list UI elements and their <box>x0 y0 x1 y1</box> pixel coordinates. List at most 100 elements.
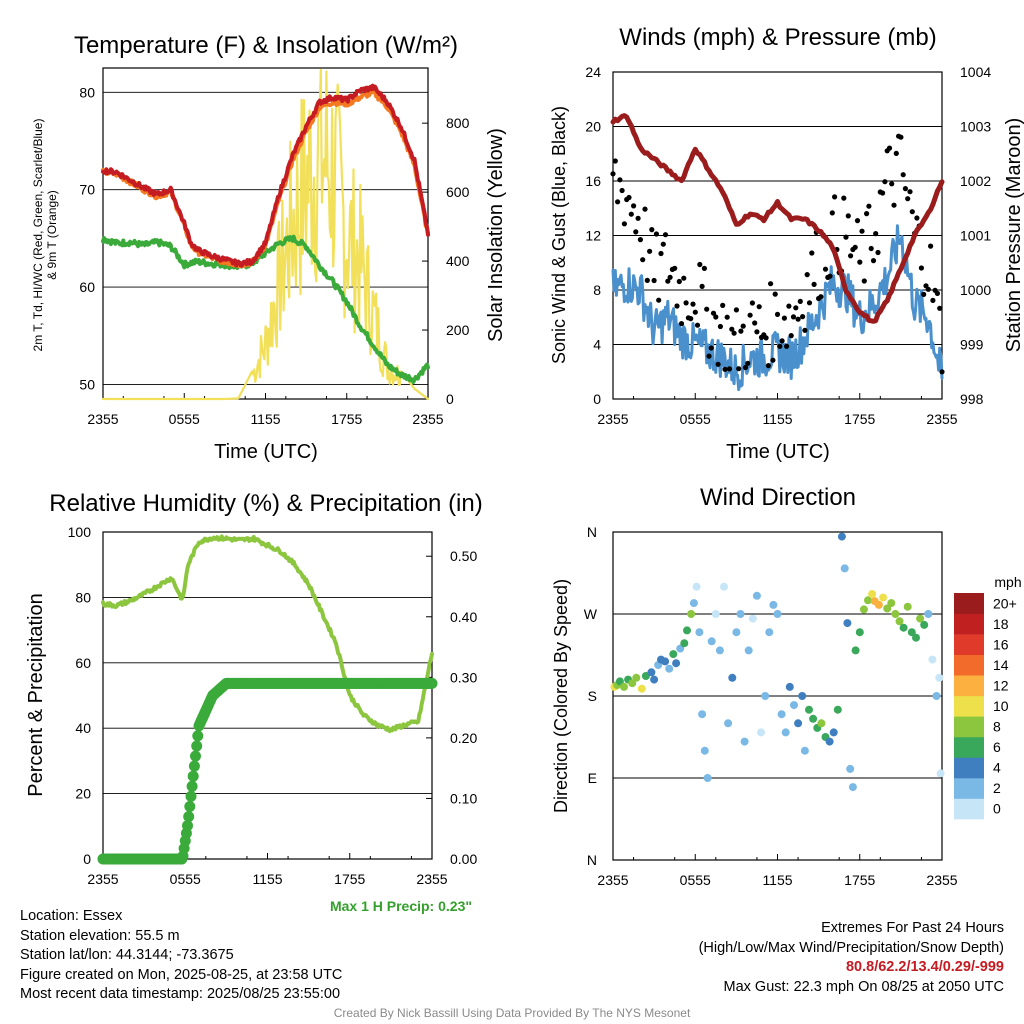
direction-point <box>800 746 809 755</box>
gust-point <box>731 330 737 336</box>
colorbar-swatch <box>954 593 984 614</box>
gust-point <box>909 209 915 215</box>
precip-point <box>183 811 195 823</box>
direction-point <box>817 719 826 728</box>
direction-point <box>924 610 933 618</box>
rh-xtick-label: 2355 <box>416 871 447 887</box>
rh-y2tick-label: 0.00 <box>450 851 477 867</box>
wind-xtick-label: 2355 <box>597 411 628 427</box>
direction-point <box>868 590 877 598</box>
direction-point <box>851 646 860 655</box>
temp-ylabel-line1: 2m T, Td, HI/WC (Red, Green, Scarlet/Blu… <box>31 119 45 352</box>
direction-point <box>773 610 782 618</box>
direction-point <box>728 673 737 682</box>
rh-panel-title: Relative Humidity (%) & Precipitation (i… <box>49 490 482 517</box>
rh-y2tick-label: 0.30 <box>450 669 477 685</box>
gust-point <box>697 261 703 268</box>
station-latlon: Station lat/lon: 44.3144; -73.3675 <box>20 947 234 963</box>
colorbar-label: 16 <box>993 636 1009 652</box>
dir-xtick-label: 2355 <box>597 872 628 888</box>
gust-point <box>934 290 941 296</box>
gust-point <box>784 343 790 349</box>
dir-ytick-label: E <box>588 770 597 786</box>
precip-point <box>186 780 198 792</box>
rh-xtick-label: 1155 <box>252 871 282 887</box>
solar-insolation-line <box>101 68 430 401</box>
station-pressure-line <box>610 113 945 324</box>
gust-point <box>930 297 936 303</box>
colorbar-label: 2 <box>993 780 1001 796</box>
wind-ytick-label: 20 <box>585 119 601 135</box>
temp-y2tick-label: 200 <box>446 322 470 338</box>
gust-point <box>699 283 705 289</box>
precip-point <box>426 677 438 689</box>
gust-point <box>914 215 920 221</box>
wind-y2tick-label: 1000 <box>960 282 991 298</box>
gust-point <box>811 281 817 287</box>
rh-xtick-label: 0555 <box>170 871 201 887</box>
direction-point <box>781 728 790 737</box>
gust-point <box>637 237 644 243</box>
gust-point <box>733 307 740 313</box>
gust-point <box>852 244 858 250</box>
station-info: Location: Essex Station elevation: 55.5 … <box>20 907 342 1005</box>
direction-point <box>932 692 941 700</box>
temp-xtick-label: 1755 <box>331 411 362 427</box>
gust-point <box>722 366 728 372</box>
direction-point <box>620 682 628 691</box>
gust-point <box>642 206 648 212</box>
direction-point <box>707 637 716 646</box>
rh-ylabel: Percent & Precipitation <box>25 593 47 796</box>
dir-xtick-label: 2355 <box>926 872 957 888</box>
gust-point <box>724 314 730 320</box>
gust-point <box>804 272 810 278</box>
gust-point <box>893 150 899 156</box>
gust-point <box>921 291 927 297</box>
gust-point <box>788 333 794 339</box>
wind-y2tick-label: 999 <box>960 337 984 353</box>
gust-point <box>841 195 847 201</box>
gust-point <box>740 323 746 329</box>
wind-ytick-label: 12 <box>585 228 601 244</box>
direction-point <box>840 564 849 573</box>
direction-point <box>848 783 857 792</box>
gust-point <box>651 277 657 284</box>
max-precip-note: Max 1 H Precip: 0.23" <box>330 898 472 914</box>
direction-point <box>752 591 761 600</box>
gust-point <box>717 323 724 330</box>
temp-ytick-label: 70 <box>79 182 95 198</box>
gust-point <box>868 245 874 252</box>
direction-point <box>887 599 896 608</box>
gust-point <box>619 187 625 194</box>
direction-point <box>687 610 696 618</box>
gust-point <box>649 227 655 233</box>
wind-y2tick-label: 998 <box>960 391 984 407</box>
temp-xtick-label: 0555 <box>169 411 200 427</box>
direction-point <box>637 684 646 693</box>
direction-point <box>665 664 674 673</box>
dir-xtick-label: 0555 <box>680 872 711 888</box>
gust-point <box>631 203 637 209</box>
colorbar-swatch <box>954 654 984 676</box>
rh-ytick-label: 100 <box>68 524 92 540</box>
rh-y2tick-label: 0.40 <box>450 609 477 625</box>
gust-point <box>656 297 662 303</box>
gust-point <box>774 311 781 317</box>
direction-point <box>740 737 749 746</box>
direction-point <box>920 620 929 629</box>
gust-point <box>777 343 783 349</box>
gust-point <box>854 218 861 224</box>
direction-point <box>829 728 838 737</box>
colorbar-swatch <box>954 613 984 635</box>
gust-point <box>633 229 639 235</box>
gust-point <box>937 305 943 311</box>
colorbar-swatch <box>954 798 984 820</box>
gust-point <box>765 363 772 369</box>
gust-point <box>880 190 886 196</box>
dir-panel-title: Wind Direction <box>700 484 856 511</box>
colorbar-label: 8 <box>993 719 1001 735</box>
direction-point <box>769 600 778 609</box>
colorbar-label: 6 <box>993 739 1001 755</box>
temp-y2tick-label: 600 <box>446 184 470 200</box>
rh-ytick-label: 20 <box>75 786 91 802</box>
